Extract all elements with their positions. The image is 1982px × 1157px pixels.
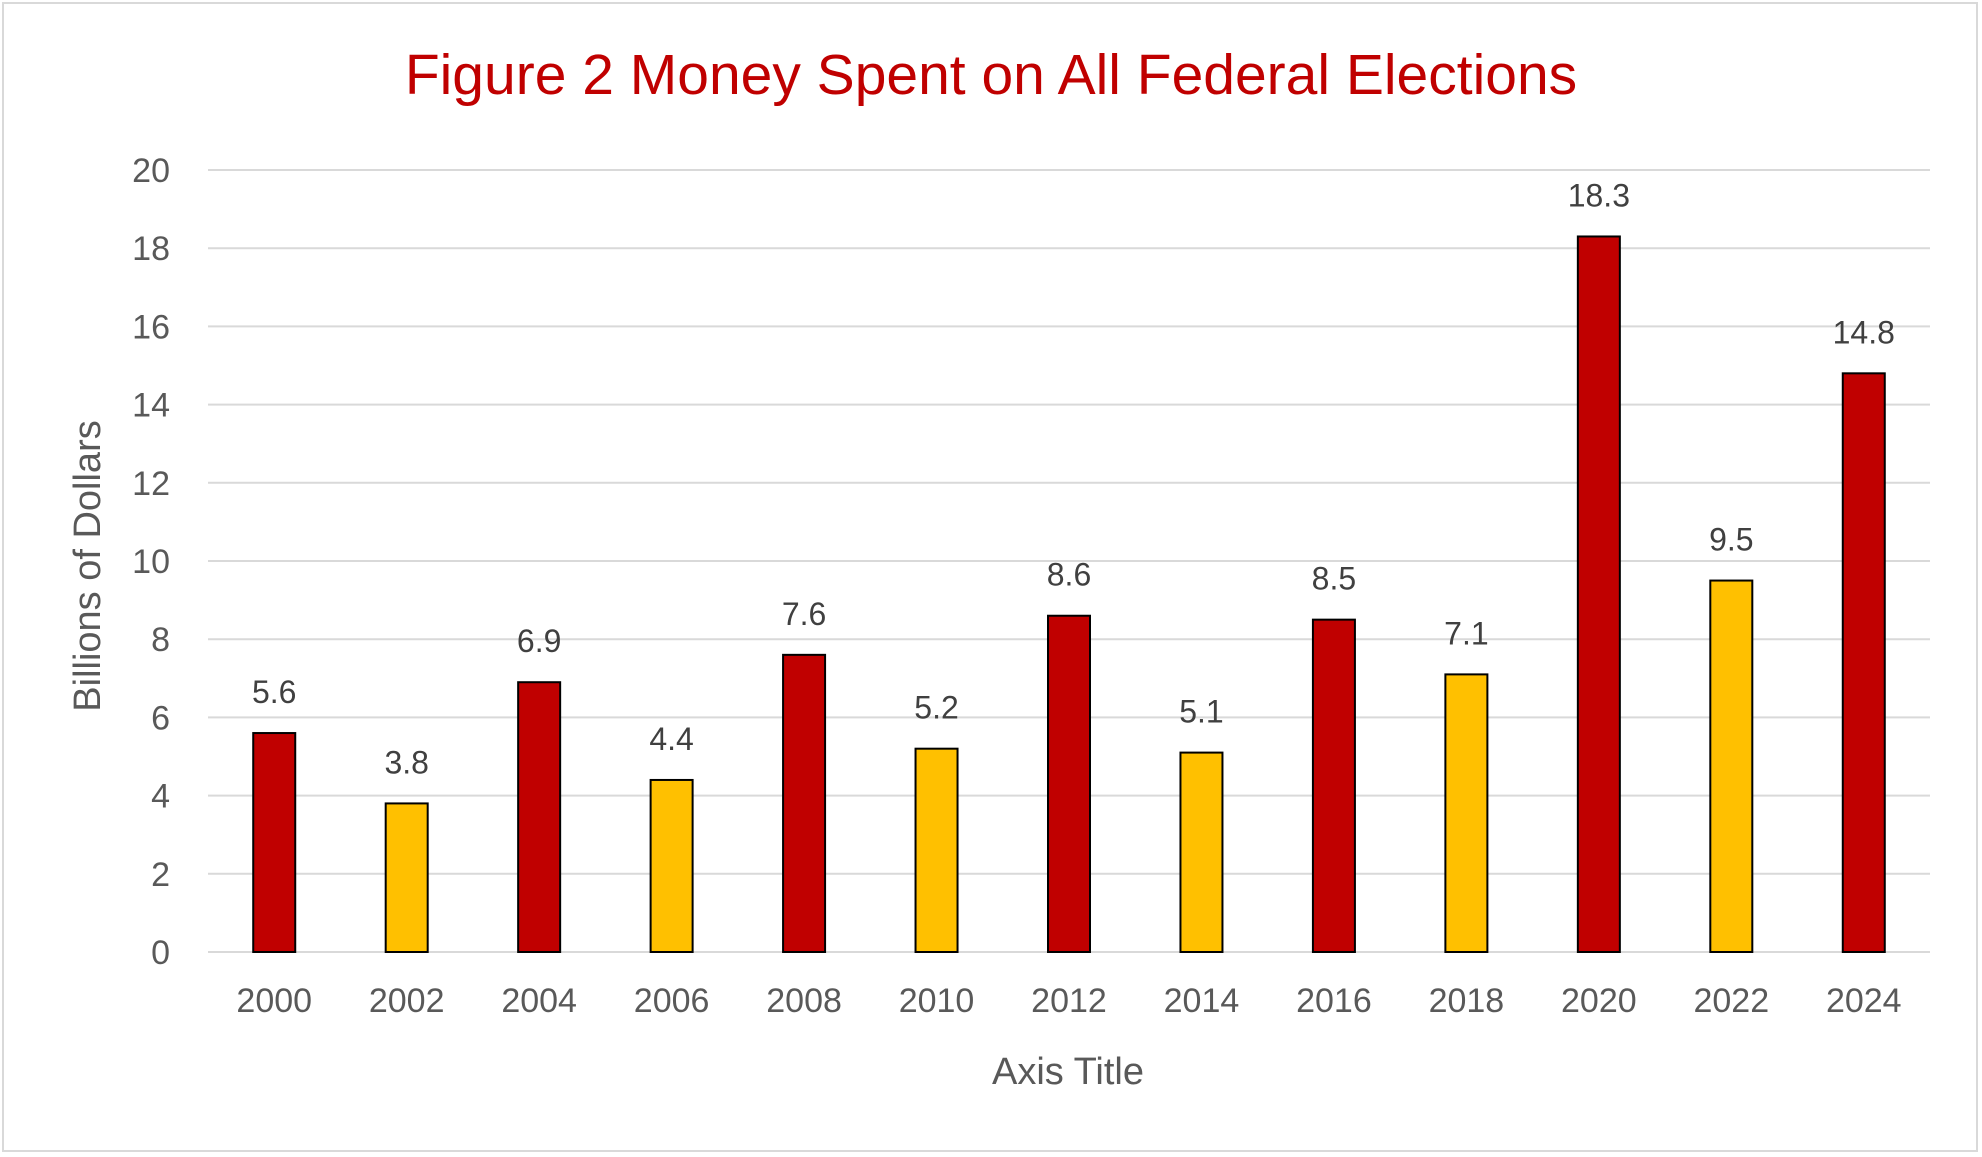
x-tick-label: 2002: [369, 982, 445, 1020]
data-label: 6.9: [517, 623, 561, 659]
x-tick-label: 2018: [1429, 982, 1505, 1020]
bar: [384, 802, 429, 953]
x-axis-title: Axis Title: [992, 1051, 1144, 1093]
bar: [1179, 751, 1224, 954]
y-tick-label: 0: [151, 934, 170, 972]
data-label: 7.6: [782, 596, 826, 632]
data-label: 5.1: [1179, 694, 1223, 730]
bar: [1709, 579, 1754, 953]
y-tick-label: 4: [151, 778, 170, 816]
bar: [649, 778, 694, 954]
bar: [1841, 372, 1886, 953]
x-tick-label: 2020: [1561, 982, 1637, 1020]
bar: [1311, 618, 1356, 954]
data-label: 5.2: [914, 690, 958, 726]
x-tick-label: 2008: [766, 982, 842, 1020]
data-label: 5.6: [252, 674, 296, 710]
bar: [517, 681, 562, 954]
x-tick-label: 2004: [501, 982, 577, 1020]
y-tick-label: 12: [132, 465, 170, 503]
y-tick-label: 16: [132, 308, 170, 346]
y-tick-label: 14: [132, 387, 170, 425]
x-tick-label: 2010: [899, 982, 975, 1020]
data-label: 7.1: [1444, 615, 1488, 651]
data-label: 14.8: [1833, 314, 1895, 350]
data-labels: 5.6 3.8 6.9 4.4 7.6 5.2 8.6 5.1 8.5 7.1 18.3 9.5 14.…: [252, 177, 1895, 780]
x-tick-label: 2016: [1296, 982, 1372, 1020]
data-label: 8.5: [1312, 561, 1356, 597]
bar: [1047, 614, 1091, 953]
data-label: 4.4: [649, 721, 693, 757]
data-label: 9.5: [1709, 522, 1753, 558]
y-axis-title: Billions of Dollars: [67, 420, 109, 711]
x-tick-label: 2024: [1826, 982, 1902, 1020]
bar: [1444, 673, 1489, 953]
x-tick-label: 2014: [1164, 982, 1240, 1020]
x-tick-label: 2022: [1693, 982, 1769, 1020]
y-tick-label: 2: [151, 856, 170, 894]
y-tick-label: 6: [151, 699, 170, 737]
x-tick-label: 2012: [1031, 982, 1107, 1020]
bar: [782, 653, 827, 954]
data-label: 3.8: [384, 744, 428, 780]
x-axis-ticks: 2000 2002 2004 2006 2008 2010 2012 2014 2016 2018…: [236, 982, 1901, 1020]
bars: [252, 235, 1886, 954]
data-label: 18.3: [1568, 177, 1630, 213]
y-axis-ticks: 0 2 4 6 8 10 12 14 16 18 20: [132, 152, 170, 972]
x-tick-label: 2000: [236, 982, 312, 1020]
bar: [252, 732, 297, 953]
y-tick-label: 20: [132, 152, 170, 190]
chart-title: Figure 2 Money Spent on All Federal Elec…: [404, 43, 1578, 107]
y-tick-label: 8: [151, 621, 170, 659]
y-tick-label: 18: [132, 230, 170, 268]
bar: [1576, 235, 1621, 954]
y-tick-label: 10: [132, 543, 170, 581]
x-tick-label: 2006: [634, 982, 710, 1020]
bar: [914, 747, 959, 953]
data-label: 8.6: [1047, 557, 1091, 593]
gridlines: [208, 169, 1930, 953]
